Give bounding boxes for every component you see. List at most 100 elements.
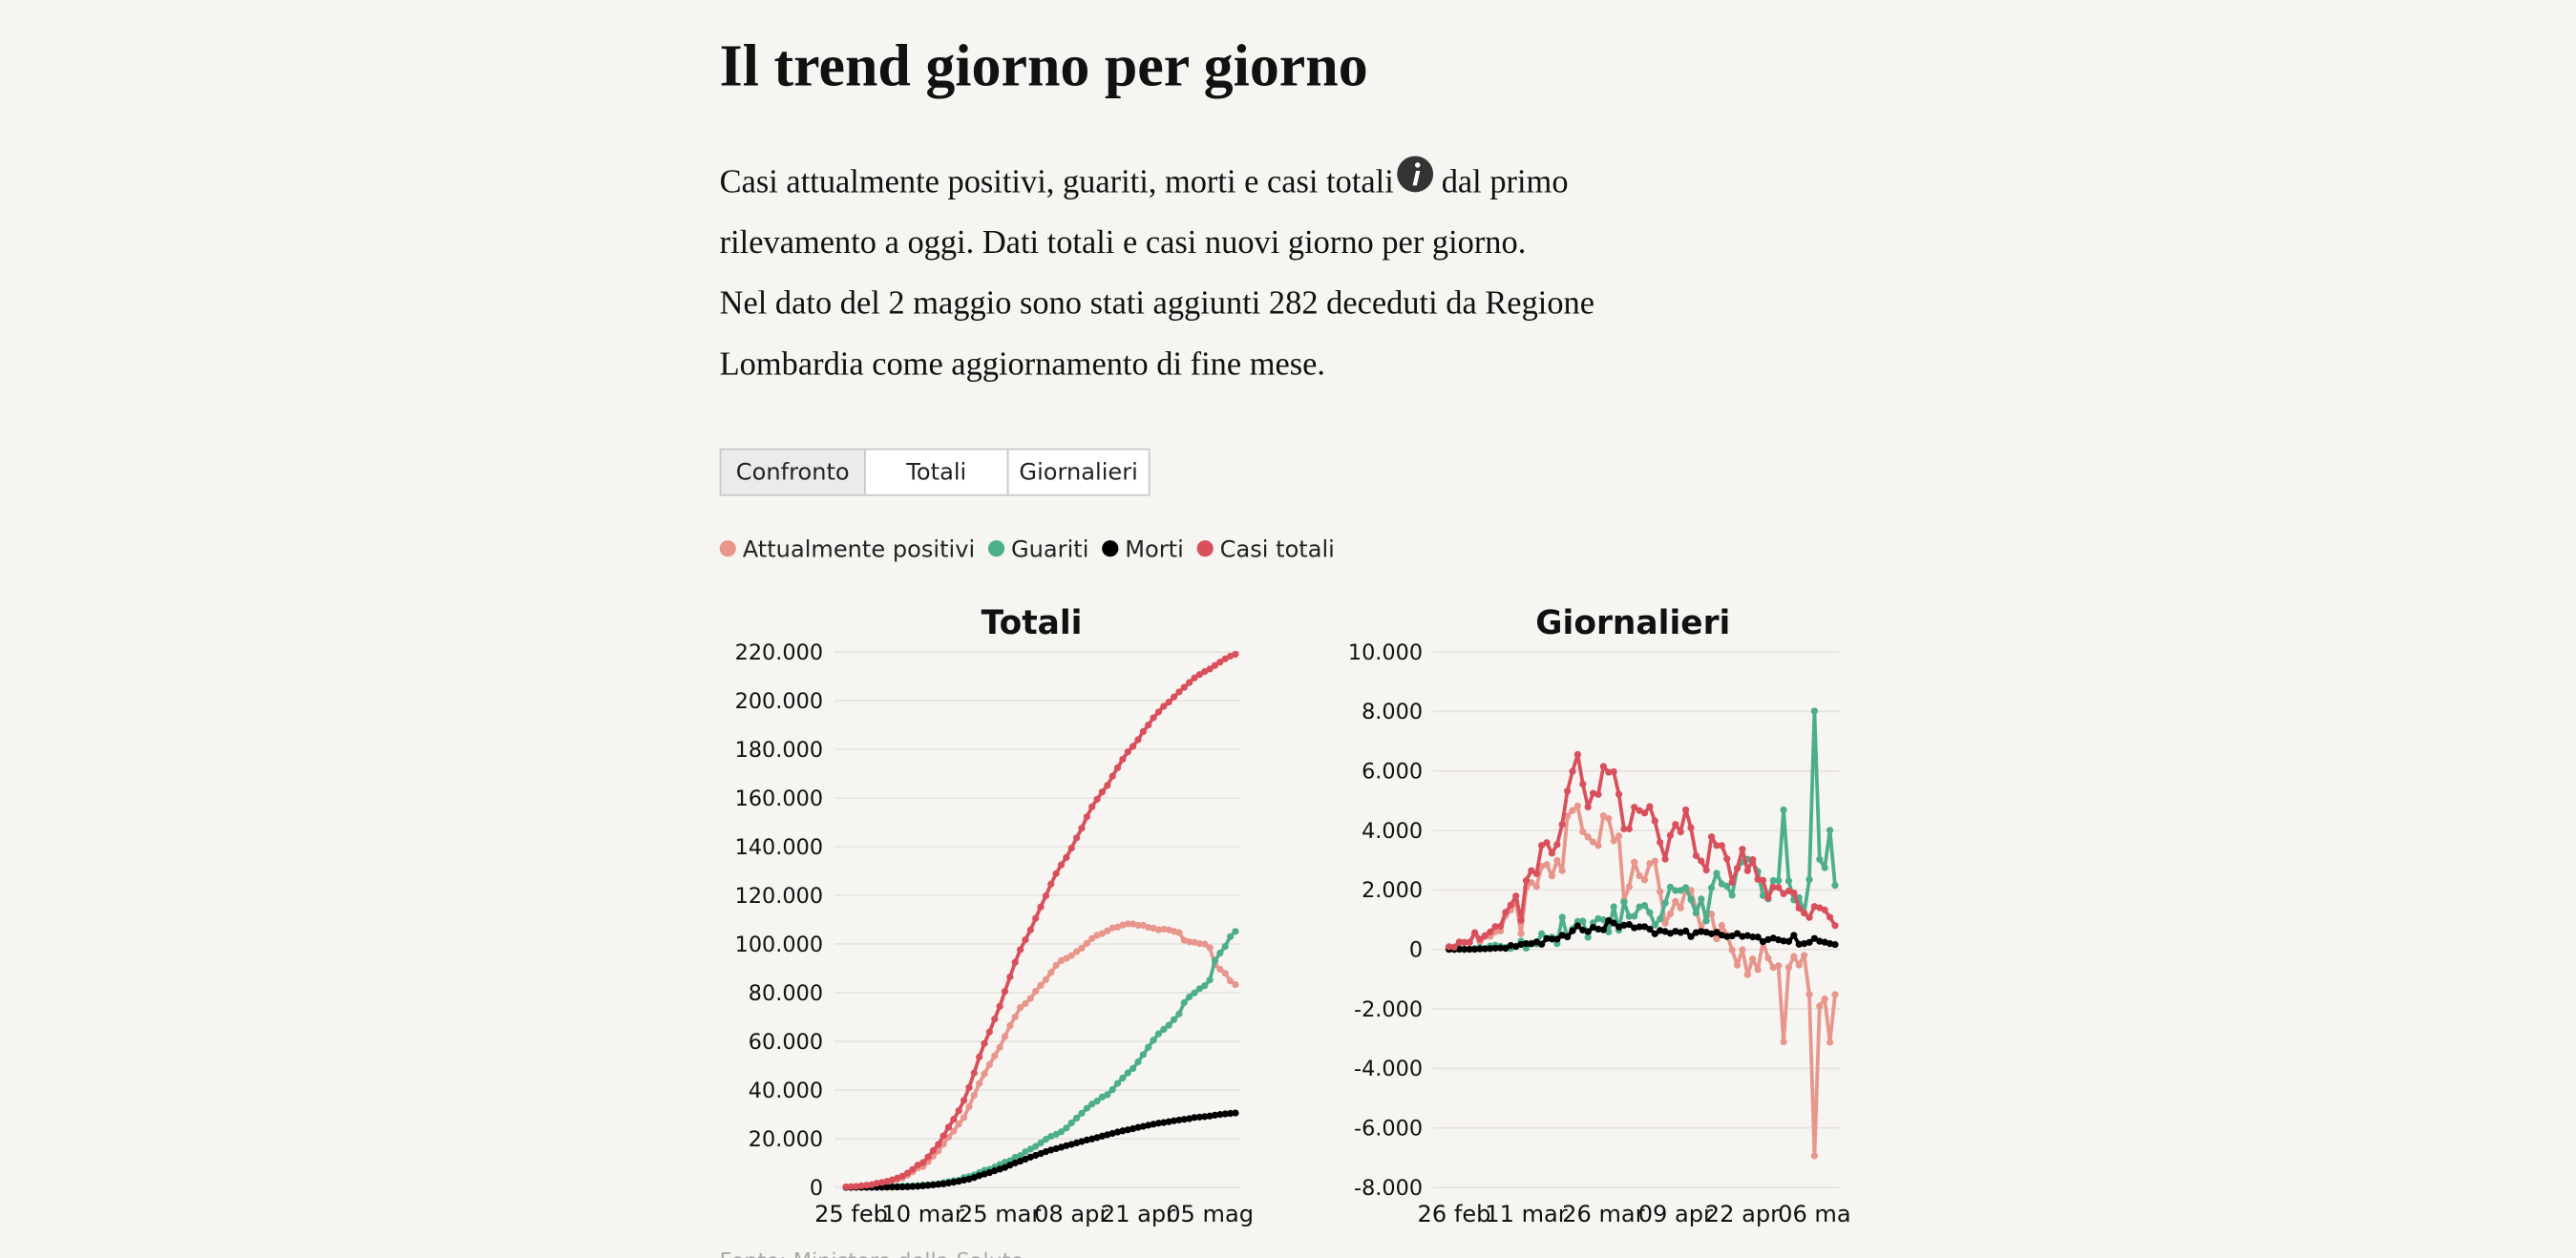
tab-label[interactable]: Totali [905,458,966,485]
data-point [1216,949,1224,957]
info-icon[interactable] [1397,156,1434,193]
x-tick-label: 21 apr [1101,1201,1175,1227]
data-point [1195,671,1203,679]
data-point [1032,914,1040,922]
data-point [1022,1148,1029,1156]
data-point [1754,966,1762,974]
y-tick-label: 0 [1409,937,1423,962]
data-point [1713,929,1721,936]
data-point [1001,1164,1009,1171]
data-point [1780,806,1787,814]
data-point [1109,1085,1116,1094]
data-point [1191,674,1198,681]
data-point [1775,884,1783,891]
data-point [1625,912,1633,920]
data-point [1130,743,1137,750]
data-point [1042,1136,1050,1143]
data-point [1165,1118,1172,1125]
data-point [1548,872,1556,880]
x-tick-label: 26 mar [1562,1201,1645,1227]
data-point [1640,923,1649,931]
data-point [1713,870,1721,877]
data-point [1083,939,1090,947]
tab[interactable] [864,448,1009,496]
tab[interactable] [1006,448,1151,496]
data-point [1232,928,1239,935]
legend-label: Casi totali [1220,535,1335,562]
data-point [1543,839,1551,847]
data-point [1032,987,1040,996]
data-point [1201,940,1209,948]
data-point [1784,964,1793,972]
data-point [1764,954,1772,962]
data-point [1134,1058,1142,1066]
data-point [1657,915,1664,923]
data-point [1795,940,1803,948]
data-point [857,1182,865,1189]
data-point [1692,929,1700,936]
data-point [898,1172,906,1180]
data-point [1661,855,1669,863]
y-tick-label: 40.000 [749,1079,823,1103]
data-point [1558,867,1566,874]
data-point [1124,1069,1131,1077]
data-point [1232,650,1239,659]
data-point [981,1039,988,1047]
data-point [1476,935,1484,943]
data-point [1723,882,1731,891]
tab-active[interactable] [719,448,866,496]
data-point [1584,803,1592,811]
data-point [1584,833,1592,841]
data-point [1573,922,1582,930]
legend-swatch [1102,540,1119,557]
tab-label[interactable]: Giornalieri [1019,458,1137,485]
data-point [1810,903,1819,911]
data-point [1195,939,1203,948]
data-point [1450,943,1458,951]
data-point [1216,965,1224,974]
data-point [1573,802,1582,810]
data-point [940,1141,947,1148]
data-point [1682,806,1690,814]
data-point [1651,930,1658,937]
data-point [1657,888,1664,895]
data-point [1666,831,1675,839]
series: Morti [1446,916,1839,954]
data-point [1739,846,1746,853]
x-tick-label: 11 mar [1485,1201,1568,1227]
data-point [1801,910,1808,917]
description-line: Nel dato del 2 maggio sono stati aggiunt… [720,285,1594,322]
data-point [1636,807,1643,814]
data-point [1610,767,1617,776]
data-point [955,1107,962,1115]
data-point [1754,875,1762,883]
data-point [1605,928,1613,935]
data-point [960,1097,968,1104]
data-point [1180,998,1188,1006]
data-point [1605,814,1613,823]
data-point [950,1178,958,1186]
data-point [1687,824,1695,831]
data-point [1538,842,1546,849]
data-point [1016,1004,1024,1012]
data-point [1496,922,1505,931]
data-point [1821,995,1828,1003]
legend: Attualmente positivi Guariti Morti Casi tot… [719,535,1335,562]
data-point [1589,789,1597,797]
data-point [1113,1080,1122,1087]
data-point [1661,919,1669,927]
data-point [1072,948,1081,955]
info-icon-circle[interactable] [1397,156,1434,193]
legend-label: Attualmente positivi [743,535,975,562]
tab-label[interactable]: Confronto [736,458,850,485]
data-point [1707,833,1716,841]
data-point [1052,1130,1060,1139]
data-point [1037,903,1045,911]
data-point [1640,809,1649,817]
data-point [1517,930,1525,937]
data-point [1698,928,1705,935]
data-point [863,1182,871,1189]
data-point [1145,722,1152,729]
data-point [1109,772,1116,780]
data-point [1232,980,1239,989]
